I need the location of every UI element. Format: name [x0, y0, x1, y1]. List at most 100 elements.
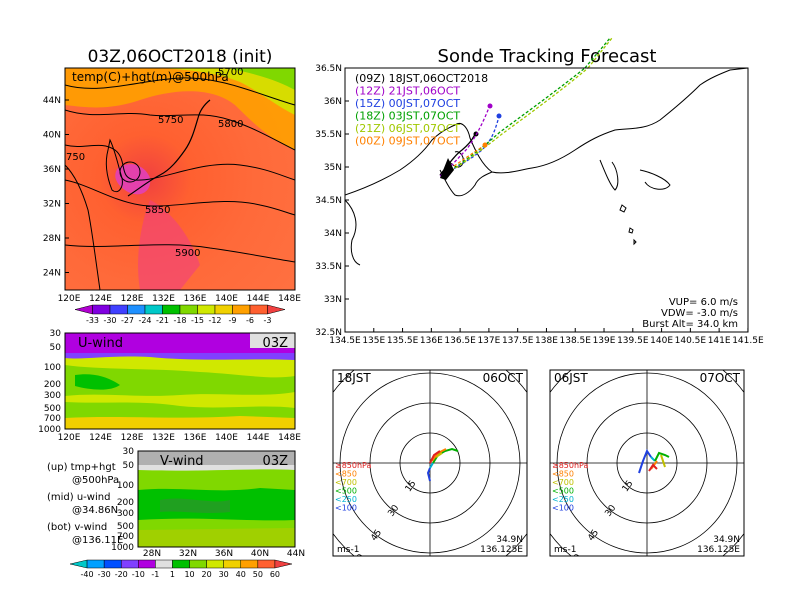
- map-lat-label: 28N: [43, 234, 61, 244]
- hodograph-wind-trace: [429, 450, 441, 464]
- u-wind-pressure-label: 200: [44, 380, 61, 390]
- note-bot-line1: (bot) v-wind: [47, 522, 107, 533]
- sonde-lon-label: 140E: [650, 336, 673, 346]
- wind-colorbar: -40 -30 -20 -10 -1 1 10 20 30 40 50 60: [69, 559, 293, 579]
- hodograph-wind-trace: [654, 451, 670, 462]
- sonde-lon-label: 141.5E: [732, 336, 764, 346]
- track-18z-outside: [584, 37, 611, 69]
- u-wind-lon-label: 140E: [215, 433, 238, 443]
- hodograph-level-label: ≥850hPa: [552, 461, 589, 470]
- map-coldest-region-north: [225, 68, 295, 90]
- hodograph-lon-label: 136.125E: [480, 545, 523, 555]
- wind-colorbar-label: -30: [98, 570, 111, 579]
- map-colorbar-label: -6: [246, 316, 254, 325]
- map-colorbar-swatch: [179, 304, 198, 315]
- map-colorbar-label: -27: [121, 316, 134, 325]
- map-colorbar-swatch: [249, 304, 268, 315]
- hodograph-time-label: 18JST: [337, 371, 371, 385]
- sonde-lon-label: 136E: [420, 336, 443, 346]
- kii-peninsula-coastline: [345, 169, 493, 266]
- map-cold-region-north: [65, 68, 295, 150]
- wind-colorbar-label: 50: [253, 570, 263, 579]
- wind-colorbar-label: -1: [151, 570, 159, 579]
- u-wind-label: U-wind: [78, 336, 123, 351]
- map-colorbar-label: -24: [138, 316, 151, 325]
- u-wind-lon-label: 144E: [247, 433, 270, 443]
- wind-colorbar-label: 10: [184, 570, 194, 579]
- sonde-lon-label: 140.5E: [675, 336, 707, 346]
- map-colorbar-label: -33: [86, 316, 99, 325]
- map-colorbar-swatch: [144, 304, 163, 315]
- hodograph-wind-trace: [429, 462, 434, 469]
- small-island-3: [633, 238, 637, 246]
- map-colorbar-swatch: [214, 304, 233, 315]
- sonde-lon-label: 135.5E: [387, 336, 419, 346]
- hodograph-unit-label: ms-1: [337, 545, 359, 555]
- u-wind-pressure-label: 100: [44, 363, 61, 373]
- map-colorbar-swatch: [197, 304, 216, 315]
- hodograph-ring-label: 60: [569, 552, 584, 567]
- sonde-lon-label: 137E: [477, 336, 500, 346]
- small-island-2: [628, 227, 634, 234]
- v-wind-pressure-label: 300: [117, 509, 134, 519]
- hodograph-lon-label: 136.125E: [697, 545, 740, 555]
- map-lon-label: 132E: [152, 294, 175, 304]
- hodograph-date-label: 07OCT: [700, 371, 741, 385]
- u-wind-pressure-label: 700: [44, 414, 61, 424]
- hodograph-level-label: <100: [552, 504, 574, 513]
- map-title: 03Z,06OCT2018 (init): [88, 47, 273, 67]
- map-lat-label: 44N: [43, 96, 61, 106]
- burst-point-00z: [482, 142, 488, 148]
- v-wind-pressure-label: 100: [117, 481, 134, 491]
- wind-colorbar-label: -10: [132, 570, 145, 579]
- sonde-run-label: (12Z) 21JST,06OCT: [355, 85, 460, 98]
- honshu-coastline: [345, 68, 748, 196]
- u-wind-lon-label: 124E: [89, 433, 112, 443]
- note-up-line2: @500hPa: [72, 475, 119, 486]
- v-wind-frame: [137, 450, 296, 548]
- hodograph-wind-trace: [638, 448, 652, 474]
- wind-colorbar-swatch: [189, 559, 207, 569]
- contour-label-5900: 5900: [175, 248, 200, 259]
- sonde-lat-label: 34N: [324, 229, 342, 239]
- wind-colorbar-swatch: [120, 559, 139, 569]
- sonde-lon-label: 135E: [362, 336, 385, 346]
- v-wind-pressure-label: 200: [117, 498, 134, 508]
- map-colorbar-label: -12: [208, 316, 221, 325]
- sonde-lat-label: 35.5N: [315, 130, 342, 140]
- map-colder-region-north: [160, 68, 295, 115]
- hodograph-wind-trace: [648, 463, 658, 472]
- hodograph-level-label: <250: [552, 495, 574, 504]
- sonde-tracking-map: Sonde Tracking Forecast (: [315, 37, 764, 346]
- wind-colorbar-label: 1: [170, 570, 175, 579]
- burst-point-15z: [496, 113, 502, 119]
- wind-colorbar-swatch: [223, 559, 242, 569]
- map-lon-label: 136E: [184, 294, 207, 304]
- hodograph-wind-trace: [435, 452, 443, 458]
- wind-colorbar-swatch: [257, 559, 276, 569]
- sonde-run-label: (00Z) 09JST,07OCT: [355, 135, 460, 148]
- u-wind-pressure-label: 30: [50, 329, 62, 339]
- v-wind-lat-label: 28N: [143, 549, 161, 559]
- sonde-lat-label: 36N: [324, 97, 342, 107]
- map-lon-label: 140E: [215, 294, 238, 304]
- wind-colorbar-swatch: [274, 559, 293, 569]
- track-00z: [441, 144, 486, 176]
- korea-coastline-map: [105, 138, 123, 193]
- izu-peninsula-coastline: [599, 159, 619, 191]
- sonde-run-label: (21Z) 06JST,07OCT: [355, 122, 460, 135]
- boso-peninsula-coastline: [639, 169, 671, 190]
- wind-colorbar-label: -20: [115, 570, 128, 579]
- map-colorbar-label: -21: [156, 316, 169, 325]
- map-colorbar-label: -15: [191, 316, 204, 325]
- sonde-lat-label: 33N: [324, 295, 342, 305]
- contour-label-750: 750: [66, 152, 85, 163]
- china-coastline-map: [65, 164, 101, 290]
- note-up-line1: (up) tmp+hgt: [47, 462, 116, 473]
- hodograph-wind-trace: [432, 447, 459, 464]
- sonde-run-label: (18Z) 03JST,07OCT: [355, 110, 460, 123]
- v-wind-lat-label: 40N: [251, 549, 269, 559]
- sonde-title: Sonde Tracking Forecast: [438, 46, 657, 67]
